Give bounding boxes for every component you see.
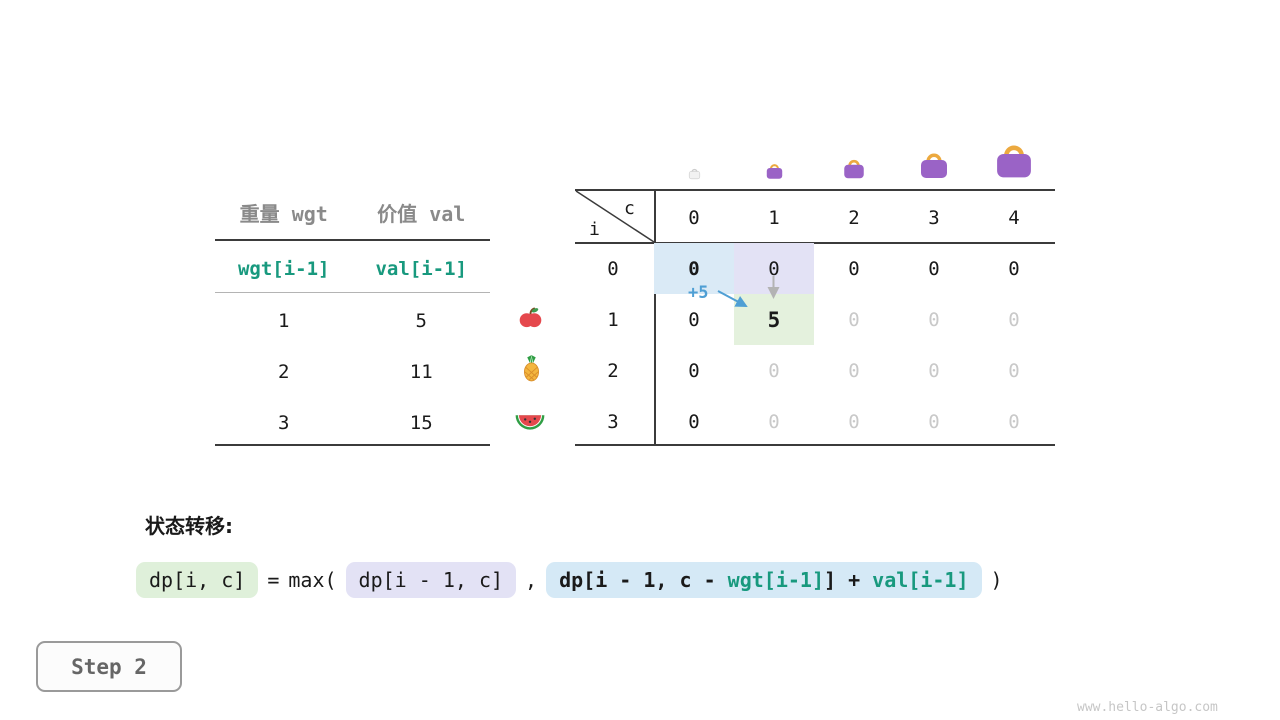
item-wgt: 2 bbox=[278, 361, 290, 383]
items-row-3: 3 15 bbox=[215, 412, 490, 434]
dp-row-headers: 0 1 2 3 bbox=[573, 243, 653, 447]
formula-comma: , bbox=[525, 568, 538, 592]
dp-col-header: 4 bbox=[1008, 206, 1020, 229]
dp-rule-vertical bbox=[654, 189, 656, 446]
transition-annotation: +5 bbox=[688, 283, 709, 303]
watermark: www.hello-algo.com bbox=[1077, 700, 1218, 715]
dp-row-header: 3 bbox=[607, 410, 619, 433]
dp-cell-2-1: 0 bbox=[768, 359, 780, 382]
dp-cell-1-0: 0 bbox=[688, 308, 700, 331]
formula-take-part1: dp[i - 1, c - bbox=[559, 568, 728, 592]
items-header-value: 价值 val bbox=[377, 202, 466, 226]
formula-heading: 状态转移: bbox=[145, 514, 233, 538]
formula-take-wgt: wgt[i-1] bbox=[727, 568, 824, 592]
item-val: 15 bbox=[409, 412, 433, 434]
items-table-rule-top bbox=[215, 239, 490, 241]
dp-corner-row-label: i bbox=[589, 219, 600, 240]
dp-col-header: 3 bbox=[928, 206, 940, 229]
dp-cell-3-3: 0 bbox=[928, 410, 940, 433]
dp-cell-2-3: 0 bbox=[928, 359, 940, 382]
dp-cell-1-4: 0 bbox=[1008, 308, 1020, 331]
item-val: 11 bbox=[409, 361, 433, 383]
pineapple-icon bbox=[518, 354, 545, 382]
item-wgt: 1 bbox=[278, 310, 290, 332]
watermelon-icon bbox=[514, 408, 546, 432]
dp-cell-1-2: 0 bbox=[848, 308, 860, 331]
dp-cell-3-1: 0 bbox=[768, 410, 780, 433]
dp-col-header: 1 bbox=[768, 206, 780, 229]
formula-take-part2: ] + bbox=[824, 568, 873, 592]
dp-col-headers: 0 1 2 3 4 bbox=[654, 192, 1054, 243]
dp-corner-diagonal bbox=[575, 190, 655, 243]
dp-col-header: 2 bbox=[848, 206, 860, 229]
formula-option-take: dp[i - 1, c - wgt[i-1]] + val[i-1] bbox=[546, 562, 982, 598]
dp-col-header: 0 bbox=[688, 206, 700, 229]
dp-cell-2-2: 0 bbox=[848, 359, 860, 382]
items-row-2: 2 11 bbox=[215, 361, 490, 383]
items-var-wgt: wgt[i-1] bbox=[237, 258, 330, 280]
items-table-var-row: wgt[i-1] val[i-1] bbox=[215, 258, 490, 280]
item-val: 5 bbox=[415, 310, 427, 332]
dp-row-header: 1 bbox=[607, 308, 619, 331]
formula-max-open: max( bbox=[288, 568, 337, 592]
bag-icon-4 bbox=[993, 141, 1035, 180]
dp-cell-3-2: 0 bbox=[848, 410, 860, 433]
dp-rule-top bbox=[575, 189, 1055, 191]
items-header-weight: 重量 wgt bbox=[239, 202, 328, 226]
dp-rule-bottom bbox=[575, 444, 1055, 446]
items-row-1: 1 5 bbox=[215, 310, 490, 332]
items-var-val: val[i-1] bbox=[375, 258, 467, 280]
bag-icon-0 bbox=[688, 167, 701, 180]
dp-cell-2-4: 0 bbox=[1008, 359, 1020, 382]
dp-corner-col-label: c bbox=[624, 198, 635, 219]
items-table-rule-bottom bbox=[215, 444, 490, 446]
items-table-rule-mid bbox=[215, 292, 490, 293]
step-badge: Step 2 bbox=[36, 641, 182, 692]
item-wgt: 3 bbox=[278, 412, 290, 434]
dp-cell-0-2: 0 bbox=[848, 257, 860, 280]
dp-cell-2-0: 0 bbox=[688, 359, 700, 382]
bag-icon-3 bbox=[918, 150, 950, 180]
dp-cell-0-1: 0 bbox=[734, 243, 814, 294]
formula-equals: = bbox=[267, 568, 280, 592]
dp-cell-1-3: 0 bbox=[928, 308, 940, 331]
formula-close-paren: ) bbox=[990, 568, 1003, 592]
dp-cell-1-1: 5 bbox=[734, 294, 814, 345]
formula-option-keep: dp[i - 1, c] bbox=[345, 562, 517, 598]
dp-grid: 0 0 0 0 0 0 5 0 0 0 0 0 0 0 0 0 0 0 0 0 bbox=[654, 243, 1054, 447]
formula-take-val: val[i-1] bbox=[872, 568, 969, 592]
dp-cell-3-0: 0 bbox=[688, 410, 700, 433]
dp-rule-header bbox=[575, 242, 1055, 244]
dp-cell-0-0: 0 bbox=[654, 243, 734, 294]
dp-cell-0-3: 0 bbox=[928, 257, 940, 280]
bag-icon-2 bbox=[842, 157, 866, 180]
dp-cell-3-4: 0 bbox=[1008, 410, 1020, 433]
apple-icon bbox=[517, 304, 544, 331]
dp-cell-0-4: 0 bbox=[1008, 257, 1020, 280]
bag-icon-1 bbox=[765, 162, 784, 180]
state-transition-formula: dp[i, c] = max( dp[i - 1, c] , dp[i - 1,… bbox=[136, 562, 1003, 598]
bag-icon-row bbox=[654, 126, 1054, 180]
formula-lhs: dp[i, c] bbox=[136, 562, 259, 598]
items-table-header: 重量 wgt 价值 val bbox=[215, 198, 490, 227]
dp-row-header: 0 bbox=[607, 257, 619, 280]
dp-row-header: 2 bbox=[607, 359, 619, 382]
